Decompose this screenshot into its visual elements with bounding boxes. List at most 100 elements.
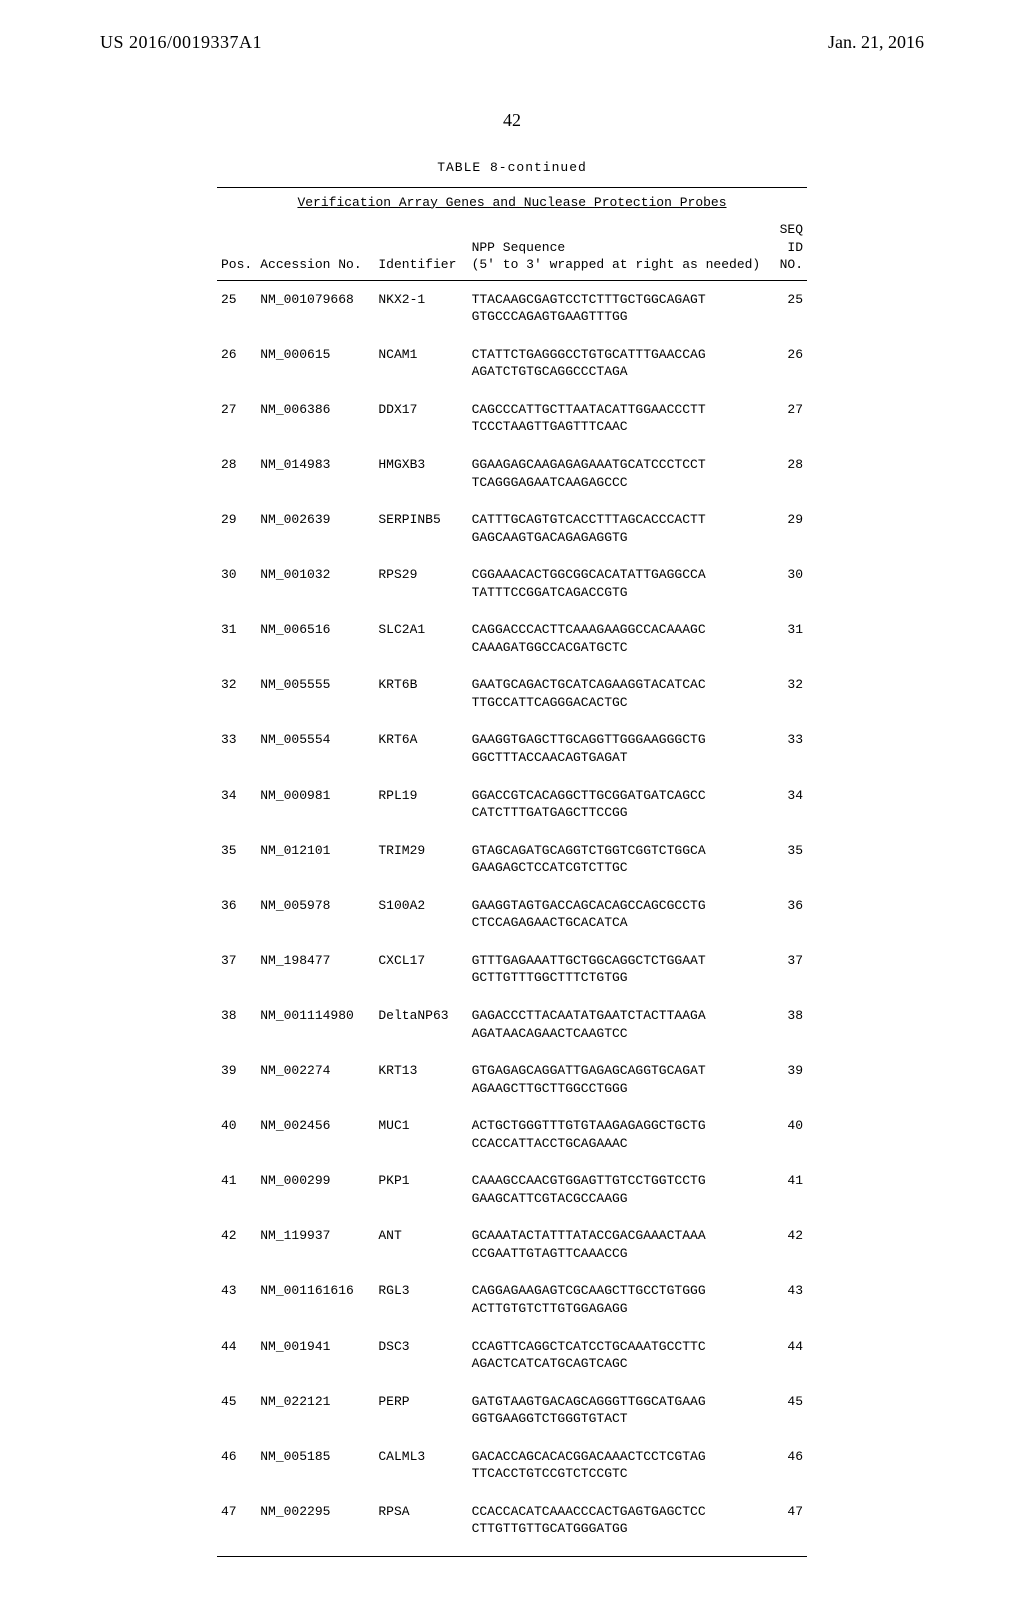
cell-identifier: MUC1 [374,1107,467,1162]
cell-seqid: 25 [764,280,807,336]
cell-seqid: 30 [764,556,807,611]
table-8-continued: TABLE 8-continued Verification Array Gen… [217,159,807,1557]
cell-identifier: SLC2A1 [374,611,467,666]
table-row: 38 NM_001114980DeltaNP63GAGACCCTTACAATATG… [217,997,807,1052]
cell-pos: 42 [217,1217,256,1272]
page-number: 42 [80,110,944,131]
table-row: 32NM_005555KRT6BGAATGCAGACTGCATCAGAAGGTA… [217,666,807,721]
col-seqid: SEQ ID NO. [764,217,807,280]
cell-accession: NM_002639 [256,501,374,556]
cell-identifier: RPL19 [374,777,467,832]
cell-pos: 46 [217,1438,256,1493]
col-identifier: Identifier [374,217,467,280]
cell-sequence: CAGCCCATTGCTTAATACATTGGAACCCTTTCCCTAAGTT… [468,391,765,446]
cell-pos: 28 [217,446,256,501]
table-row: 25NM_001079668NKX2-1TTACAAGCGAGTCCTCTTTG… [217,280,807,336]
header-publication: US 2016/0019337A1 [100,32,262,53]
cell-accession: NM_001032 [256,556,374,611]
cell-pos: 47 [217,1493,256,1548]
cell-pos: 32 [217,666,256,721]
cell-seqid: 44 [764,1328,807,1383]
cell-accession: NM_005978 [256,887,374,942]
cell-identifier: DeltaNP63 [374,997,467,1052]
col-sequence: NPP Sequence (5' to 3' wrapped at right … [468,217,765,280]
cell-seqid: 33 [764,721,807,776]
cell-sequence: GTAGCAGATGCAGGTCTGGTCGGTCTGGCAGAAGAGCTCC… [468,832,765,887]
cell-accession: NM_198477 [256,942,374,997]
table-header-row: Pos. Accession No. Identifier NPP Sequen… [217,217,807,280]
cell-identifier: RPS29 [374,556,467,611]
cell-seqid: 41 [764,1162,807,1217]
cell-sequence: CCAGTTCAGGCTCATCCTGCAAATGCCTTCAGACTCATCA… [468,1328,765,1383]
cell-identifier: NCAM1 [374,336,467,391]
cell-pos: 35 [217,832,256,887]
cell-identifier: S100A2 [374,887,467,942]
cell-identifier: RPSA [374,1493,467,1548]
cell-pos: 45 [217,1383,256,1438]
cell-accession: NM_001114980 [256,997,374,1052]
cell-sequence: CAGGAGAAGAGTCGCAAGCTTGCCTGTGGGACTTGTGTCT… [468,1272,765,1327]
table-row: 28NM_014983HMGXB3GGAAGAGCAAGAGAGAAATGCAT… [217,446,807,501]
cell-sequence: CCACCACATCAAACCCACTGAGTGAGCTCCCTTGTTGTTG… [468,1493,765,1548]
table-body: 25NM_001079668NKX2-1TTACAAGCGAGTCCTCTTTG… [217,280,807,1548]
table-row: 41NM_000299PKP1CAAAGCCAACGTGGAGTTGTCCTGG… [217,1162,807,1217]
cell-pos: 36 [217,887,256,942]
cell-accession: NM_001161616 [256,1272,374,1327]
cell-pos: 39 [217,1052,256,1107]
cell-pos: 25 [217,280,256,336]
cell-accession: NM_000299 [256,1162,374,1217]
cell-accession: NM_012101 [256,832,374,887]
col-seqid-l3: NO. [780,257,803,272]
cell-sequence: CATTTGCAGTGTCACCTTTAGCACCCACTTGAGCAAGTGA… [468,501,765,556]
cell-accession: NM_000981 [256,777,374,832]
cell-identifier: DSC3 [374,1328,467,1383]
cell-accession: NM_002456 [256,1107,374,1162]
cell-accession: NM_000615 [256,336,374,391]
cell-pos: 43 [217,1272,256,1327]
table-caption: TABLE 8-continued [217,159,807,177]
cell-sequence: GGAAGAGCAAGAGAGAAATGCATCCCTCCTTCAGGGAGAA… [468,446,765,501]
table-row: 42NM_119937ANTGCAAATACTATTTATACCGACGAAAC… [217,1217,807,1272]
cell-identifier: KRT6B [374,666,467,721]
col-sequence-l2: (5' to 3' wrapped at right as needed) [472,257,761,272]
table-row: 27NM_006386DDX17CAGCCCATTGCTTAATACATTGGA… [217,391,807,446]
cell-identifier: KRT13 [374,1052,467,1107]
header-date: Jan. 21, 2016 [828,32,924,53]
cell-seqid: 42 [764,1217,807,1272]
cell-seqid: 28 [764,446,807,501]
table-row: 30NM_001032RPS29CGGAAACACTGGCGGCACATATTG… [217,556,807,611]
table-row: 40NM_002456MUC1ACTGCTGGGTTTGTGTAAGAGAGGC… [217,1107,807,1162]
cell-seqid: 27 [764,391,807,446]
cell-sequence: GAGACCCTTACAATATGAATCTACTTAAGAAGATAACAGA… [468,997,765,1052]
table-row: 35NM_012101TRIM29GTAGCAGATGCAGGTCTGGTCGG… [217,832,807,887]
cell-accession: NM_022121 [256,1383,374,1438]
cell-sequence: CAGGACCCACTTCAAAGAAGGCCACAAAGCCAAAGATGGC… [468,611,765,666]
cell-seqid: 47 [764,1493,807,1548]
col-pos: Pos. [217,217,256,280]
cell-seqid: 35 [764,832,807,887]
cell-pos: 44 [217,1328,256,1383]
cell-sequence: GAAGGTAGTGACCAGCACAGCCAGCGCCTGCTCCAGAGAA… [468,887,765,942]
cell-sequence: GTGAGAGCAGGATTGAGAGCAGGTGCAGATAGAAGCTTGC… [468,1052,765,1107]
cell-sequence: TTACAAGCGAGTCCTCTTTGCTGGCAGAGTGTGCCCAGAG… [468,280,765,336]
cell-pos: 33 [217,721,256,776]
col-accession: Accession No. [256,217,374,280]
cell-identifier: PKP1 [374,1162,467,1217]
table-row: 34NM_000981RPL19GGACCGTCACAGGCTTGCGGATGA… [217,777,807,832]
col-seqid-l2: ID [787,240,803,255]
col-sequence-l1: NPP Sequence [472,240,566,255]
table-outer-rule: Verification Array Genes and Nuclease Pr… [217,187,807,1557]
table-row: 46NM_005185CALML3GACACCAGCACACGGACAAACTC… [217,1438,807,1493]
cell-sequence: GTTTGAGAAATTGCTGGCAGGCTCTGGAATGCTTGTTTGG… [468,942,765,997]
cell-accession: NM_014983 [256,446,374,501]
cell-sequence: GACACCAGCACACGGACAAACTCCTCGTAGTTCACCTGTC… [468,1438,765,1493]
cell-sequence: GGACCGTCACAGGCTTGCGGATGATCAGCCCATCTTTGAT… [468,777,765,832]
cell-accession: NM_006386 [256,391,374,446]
cell-identifier: NKX2-1 [374,280,467,336]
cell-pos: 30 [217,556,256,611]
cell-seqid: 32 [764,666,807,721]
cell-pos: 29 [217,501,256,556]
cell-seqid: 38 [764,997,807,1052]
cell-pos: 37 [217,942,256,997]
table-row: 44NM_001941DSC3CCAGTTCAGGCTCATCCTGCAAATG… [217,1328,807,1383]
